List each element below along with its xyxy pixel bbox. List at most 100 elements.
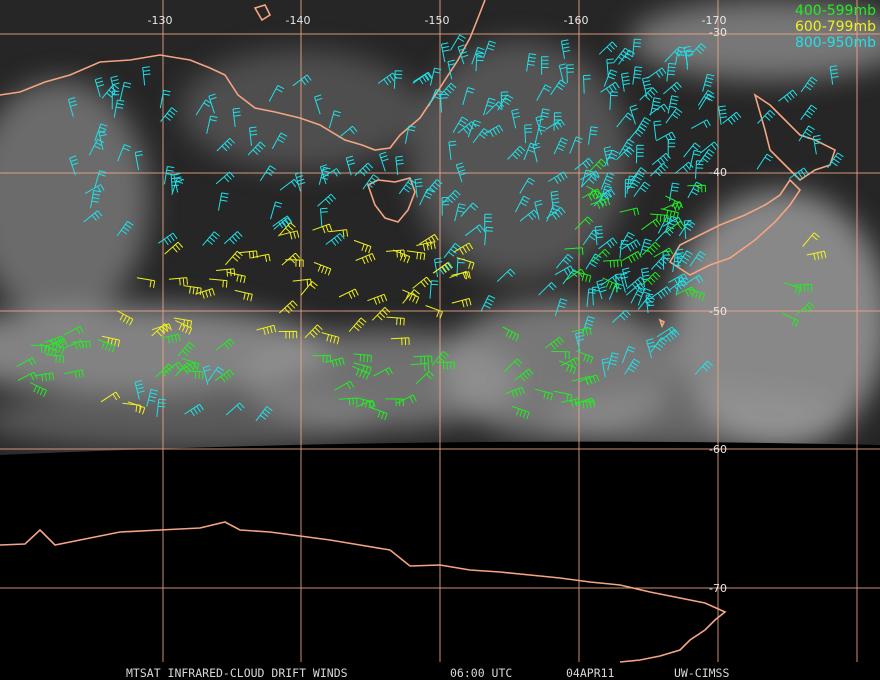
wind-barb — [355, 399, 376, 409]
wind-barb — [448, 140, 457, 160]
wind-barb — [632, 38, 642, 58]
wind-barb — [683, 142, 701, 158]
wind-barb — [34, 372, 55, 382]
wind-barb — [163, 166, 175, 185]
wind-barb — [134, 150, 143, 171]
wind-barb — [136, 277, 156, 288]
wind-barb — [324, 357, 345, 368]
wind-barb — [156, 398, 166, 417]
wind-barb — [259, 165, 277, 182]
lon-label: -150 — [425, 14, 450, 27]
wind-barb — [209, 278, 228, 288]
footer-title: MTSAT INFRARED-CLOUD DRIFT WINDS — [126, 666, 348, 680]
wind-barb — [603, 146, 614, 167]
wind-barb — [440, 42, 450, 63]
wind-barb — [47, 339, 65, 355]
wind-barb — [111, 90, 120, 110]
wind-barb — [450, 34, 466, 51]
wind-barb — [215, 338, 235, 351]
wind-barb — [566, 64, 575, 84]
wind-barb — [579, 374, 600, 386]
wind-barb — [558, 63, 568, 84]
wind-barb — [505, 386, 525, 398]
wind-barb — [416, 241, 436, 251]
wind-barb — [285, 259, 304, 267]
wind-barb — [649, 103, 669, 116]
wind-barb — [462, 87, 475, 105]
wind-barb — [227, 271, 246, 284]
wind-barb — [425, 305, 443, 319]
wind-barb — [122, 402, 141, 413]
wind-barb — [600, 172, 615, 190]
wind-barb — [338, 288, 359, 299]
wind-barb — [225, 250, 243, 266]
wind-barb — [392, 249, 411, 264]
wind-barb — [566, 268, 586, 281]
wind-barb — [829, 65, 839, 85]
wind-barb — [626, 276, 646, 290]
wind-barb — [564, 247, 584, 256]
wind-barb — [116, 220, 134, 237]
wind-barb — [665, 195, 683, 211]
wind-barb — [519, 209, 539, 222]
wind-barb — [653, 247, 674, 258]
wind-barb — [64, 369, 84, 379]
wind-barb — [321, 332, 340, 345]
wind-barb — [151, 323, 172, 334]
wind-barb — [184, 403, 204, 417]
wind-barb — [586, 185, 603, 201]
wind-barb — [678, 220, 696, 237]
wind-barb — [582, 229, 600, 246]
wind-barb — [698, 93, 715, 110]
wind-barb — [672, 253, 683, 273]
wind-barb — [281, 252, 301, 266]
antarctica-coast — [0, 521, 727, 663]
wind-barb — [168, 277, 188, 286]
wind-barb — [695, 160, 704, 179]
wind-barb — [647, 67, 667, 79]
wind-barb — [526, 53, 537, 72]
wind-barb — [630, 286, 646, 304]
wind-barb — [379, 151, 389, 172]
wind-barb — [160, 107, 178, 123]
wind-barb — [370, 406, 388, 421]
wind-barb — [636, 144, 644, 164]
wind-barb — [206, 115, 218, 134]
wind-barb — [247, 141, 266, 156]
wind-barb — [249, 126, 258, 146]
wind-barb — [412, 71, 433, 85]
wind-barb — [675, 248, 685, 269]
wind-barb — [665, 108, 683, 124]
wind-barb — [353, 362, 372, 375]
wind-barb — [100, 391, 121, 403]
wind-barb — [457, 44, 469, 65]
wind-barb — [571, 327, 592, 337]
wind-barb — [312, 355, 332, 363]
wind-barb — [594, 225, 604, 245]
wind-barb — [591, 248, 611, 263]
wind-barb — [694, 360, 713, 375]
footer-date: 04APR11 — [566, 666, 615, 680]
wind-barb — [651, 286, 672, 299]
nz-south-coast — [668, 178, 802, 276]
wind-barb — [412, 276, 432, 289]
wind-barb — [207, 366, 225, 382]
wind-barb — [390, 337, 410, 346]
wind-barb — [84, 184, 105, 195]
wind-barb — [569, 136, 583, 154]
wind-barb — [484, 213, 492, 233]
wind-barb — [554, 298, 568, 317]
wind-barb — [63, 325, 84, 336]
wind-barb — [651, 152, 671, 166]
wind-barb — [781, 312, 799, 328]
wind-barb — [802, 232, 820, 247]
wind-barb — [687, 184, 706, 193]
wind-barb — [159, 89, 171, 109]
wind-barb — [429, 67, 442, 86]
wind-barb — [353, 353, 372, 363]
wind-barb — [314, 94, 323, 115]
wind-barb — [718, 105, 728, 125]
wind-barb — [71, 340, 91, 349]
wind-barb — [613, 47, 631, 63]
